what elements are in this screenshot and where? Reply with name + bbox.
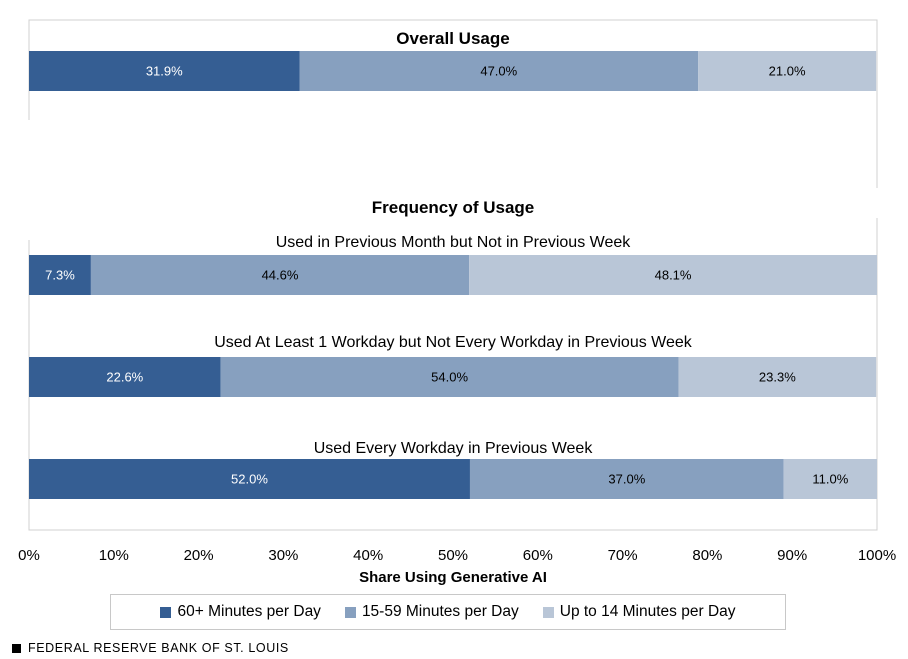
legend-swatch — [542, 606, 554, 618]
bar-segment — [783, 459, 877, 499]
data-label: 11.0% — [812, 472, 848, 487]
x-tick-label: 70% — [608, 547, 638, 564]
bar-segment — [678, 357, 877, 397]
x-tick-label: 20% — [184, 547, 214, 564]
bar-segment — [29, 51, 300, 91]
data-label: 54.0% — [431, 370, 468, 385]
data-label: 47.0% — [480, 64, 517, 79]
section-title: Overall Usage — [396, 29, 509, 48]
stacked-bar-chart: Overall Usage 31.9% 47.0% 21.0% Frequency of… — [18, 19, 896, 586]
x-tick-label: 80% — [692, 547, 722, 564]
bar-segment — [220, 357, 679, 397]
logo-square — [12, 643, 21, 653]
legend-swatch — [344, 606, 356, 618]
data-label: 52.0% — [231, 472, 268, 487]
data-label: 37.0% — [608, 472, 645, 487]
legend-item: Up to 14 Minutes per Day — [542, 603, 736, 621]
data-label: 48.1% — [655, 268, 692, 283]
legend-item: 60+ Minutes per Day — [160, 603, 321, 621]
group-label: Used in Previous Month but Not in Previo… — [276, 234, 632, 251]
bar-segment — [299, 51, 699, 91]
bar-segment — [469, 459, 784, 499]
footer: FEDERAL RESERVE BANK OF ST. LOUIS — [12, 641, 289, 655]
bar-segment — [469, 255, 877, 295]
x-tick-label: 0% — [18, 547, 40, 564]
chart-legend: 60+ Minutes per Day 15-59 Minutes per Day… — [110, 594, 786, 630]
section-title: Frequency of Usage — [372, 198, 535, 217]
bar-segment — [29, 459, 470, 499]
bar-segment — [698, 51, 877, 91]
legend-label: 60+ Minutes per Day — [177, 603, 321, 620]
x-tick-label: 100% — [858, 547, 896, 564]
legend-label: Up to 14 Minutes per Day — [559, 603, 736, 620]
legend-swatch — [160, 606, 172, 618]
x-axis-label: Share Using Generative AI — [359, 569, 547, 586]
data-label: 7.3% — [45, 268, 75, 283]
source-credit: FEDERAL RESERVE BANK OF ST. LOUIS — [28, 641, 289, 655]
data-label: 22.6% — [106, 370, 143, 385]
x-tick-label: 60% — [523, 547, 553, 564]
x-tick-label: 40% — [353, 547, 383, 564]
bar-segment — [90, 255, 470, 295]
x-tick-label: 50% — [438, 547, 468, 564]
x-tick-label: 90% — [777, 547, 807, 564]
bar-segment — [29, 255, 91, 295]
group-label: Used Every Workday in Previous Week — [314, 440, 594, 457]
x-tick-label: 30% — [268, 547, 298, 564]
data-label: 31.9% — [146, 64, 183, 79]
data-label: 21.0% — [769, 64, 806, 79]
data-label: 44.6% — [262, 268, 299, 283]
data-label: 23.3% — [759, 370, 796, 385]
legend-label: 15-59 Minutes per Day — [361, 603, 519, 620]
bar-segment — [29, 357, 221, 397]
legend-item: 15-59 Minutes per Day — [344, 603, 519, 621]
group-label: Used At Least 1 Workday but Not Every Wo… — [214, 334, 693, 351]
x-tick-label: 10% — [99, 547, 129, 564]
